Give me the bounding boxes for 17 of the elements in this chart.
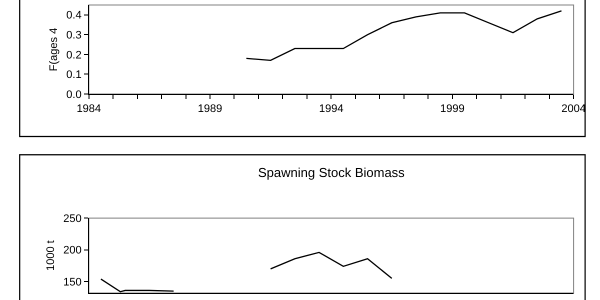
y-tick-label: 0.4	[66, 10, 82, 22]
y-axis-title: 1000 t	[44, 240, 57, 271]
y-axis-title: F(ages 4	[48, 28, 60, 72]
line-series	[270, 252, 392, 280]
y-tick-label: 0.1	[66, 69, 82, 82]
y-tick-label: 250	[63, 212, 82, 225]
y-tick-label: 0.2	[66, 49, 82, 62]
y-tick-label: 150	[63, 276, 82, 288]
chart-title: Spawning Stock Biomass	[258, 165, 406, 180]
x-tick-label: 1989	[198, 103, 222, 116]
x-tick-label: 1999	[440, 103, 465, 116]
y-tick-label: 0.3	[66, 30, 82, 42]
y-tick-label: 200	[63, 244, 82, 257]
y-tick-label: 0.0	[66, 88, 82, 101]
x-tick-label: 1994	[318, 103, 344, 116]
line-series	[246, 10, 562, 62]
x-tick-label: 1984	[76, 103, 102, 116]
